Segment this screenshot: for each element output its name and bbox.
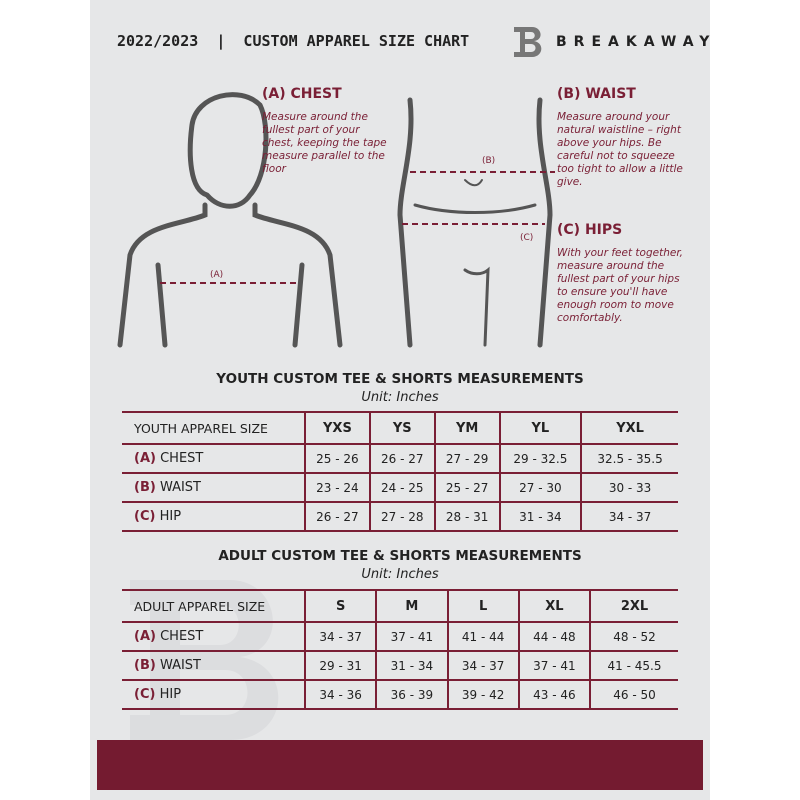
youth-unit: Unit: Inches <box>361 390 439 405</box>
adult-section-title: ADULT CUSTOM TEE & SHORTS MEASUREMENTS <box>218 548 582 564</box>
upper-body-figure <box>117 92 343 348</box>
table-cell: 30 - 33 <box>580 473 678 503</box>
table-cell: 29 - 32.5 <box>498 444 582 474</box>
table-cell: 26 - 27 <box>368 444 435 474</box>
measurement-label: (A) CHEST <box>122 622 305 652</box>
table-cell: 43 - 46 <box>517 680 590 710</box>
waist-description: Measure around your natural waistline – … <box>557 111 683 188</box>
table-cell: 25 - 26 <box>304 444 370 474</box>
measurement-label: (C) HIP <box>122 502 305 532</box>
measurement-letter: (B) <box>134 658 156 673</box>
measurement-label: (B) WAIST <box>122 473 305 503</box>
chest-marker: (A) <box>210 270 223 280</box>
table-cell: 23 - 24 <box>304 473 370 503</box>
size-header: S <box>303 590 377 623</box>
table-cell: 27 - 30 <box>498 473 582 503</box>
table-header-row: ADULT APPAREL SIZE S M L XL 2XL <box>122 590 678 623</box>
footer-bar <box>97 740 703 790</box>
measurement-name: HIP <box>159 509 182 524</box>
table-cell: 25 - 27 <box>433 473 500 503</box>
youth-size-table: YOUTH APPAREL SIZE YXS YS YM YL YXL (A) CHEST 2… <box>122 411 678 532</box>
chest-description: Measure around the fullest part of your … <box>262 111 387 175</box>
table-row: (A) CHEST 34 - 37 37 - 41 41 - 44 44 - 48 48 … <box>122 622 678 652</box>
size-header: M <box>375 590 448 623</box>
adult-size-table: ADULT APPAREL SIZE S M L XL 2XL (A) CHEST 34 - … <box>122 589 678 710</box>
table-cell: 37 - 41 <box>375 622 448 652</box>
measurement-letter: (C) <box>134 687 156 702</box>
hips-description: With your feet together, measure around … <box>557 247 684 324</box>
size-header: 2XL <box>589 590 678 623</box>
table-cell: 27 - 29 <box>433 444 500 474</box>
table-cell: 41 - 44 <box>446 622 519 652</box>
table-cell: 28 - 31 <box>433 502 500 532</box>
size-header: YL <box>498 412 582 445</box>
size-header: YM <box>433 412 500 445</box>
brand-logo-icon <box>514 27 542 57</box>
hips-marker: (C) <box>520 233 533 243</box>
table-row: (B) WAIST 23 - 24 24 - 25 25 - 27 27 - 30 30 … <box>122 473 678 503</box>
size-header: XL <box>517 590 590 623</box>
table-row: (B) WAIST 29 - 31 31 - 34 34 - 37 37 - 41 41 … <box>122 651 678 681</box>
measurement-name: CHEST <box>160 451 204 466</box>
waist-marker: (B) <box>482 156 495 166</box>
measurement-name: CHEST <box>160 629 204 644</box>
measurement-letter: (A) <box>134 451 156 466</box>
table-cell: 44 - 48 <box>517 622 590 652</box>
table-cell: 37 - 41 <box>517 651 590 681</box>
page-title: 2022/2023 | CUSTOM APPAREL SIZE CHART <box>117 32 470 50</box>
measurement-name: WAIST <box>159 480 202 495</box>
size-header: YXS <box>304 412 370 445</box>
brand-name: BREAKAWAY <box>556 34 717 50</box>
table-cell: 48 - 52 <box>589 622 678 652</box>
table-cell: 34 - 37 <box>580 502 678 532</box>
measurement-letter: (C) <box>134 509 156 524</box>
table-row: (A) CHEST 25 - 26 26 - 27 27 - 29 29 - 32.5 3… <box>122 444 678 474</box>
table-cell: 46 - 50 <box>589 680 678 710</box>
lower-body-figure <box>397 97 553 348</box>
table-cell: 26 - 27 <box>304 502 370 532</box>
table-cell: 36 - 39 <box>375 680 448 710</box>
table-cell: 29 - 31 <box>303 651 377 681</box>
table-cell: 34 - 37 <box>446 651 519 681</box>
table-row: (C) HIP 34 - 36 36 - 39 39 - 42 43 - 46 46 - … <box>122 680 678 710</box>
size-label: YOUTH APPAREL SIZE <box>122 412 305 445</box>
size-label: ADULT APPAREL SIZE <box>122 590 305 623</box>
measurement-label: (A) CHEST <box>122 444 305 474</box>
table-cell: 31 - 34 <box>498 502 582 532</box>
chest-heading: (A) CHEST <box>262 86 342 102</box>
table-cell: 24 - 25 <box>368 473 435 503</box>
hips-heading: (C) HIPS <box>557 222 623 238</box>
table-cell: 39 - 42 <box>446 680 519 710</box>
youth-section-title: YOUTH CUSTOM TEE & SHORTS MEASUREMENTS <box>216 371 584 387</box>
measurement-name: WAIST <box>159 658 202 673</box>
table-cell: 27 - 28 <box>368 502 435 532</box>
table-cell: 41 - 45.5 <box>589 651 678 681</box>
table-row: (C) HIP 26 - 27 27 - 28 28 - 31 31 - 34 34 - … <box>122 502 678 532</box>
size-header: L <box>446 590 519 623</box>
size-header: YS <box>368 412 435 445</box>
body-figures-illustration: (A) (B) (C) <box>117 92 555 348</box>
measurement-label: (B) WAIST <box>122 651 305 681</box>
waist-heading: (B) WAIST <box>557 86 636 102</box>
measurement-letter: (B) <box>134 480 156 495</box>
adult-unit: Unit: Inches <box>361 567 439 582</box>
table-header-row: YOUTH APPAREL SIZE YXS YS YM YL YXL <box>122 412 678 445</box>
measurement-label: (C) HIP <box>122 680 305 710</box>
table-cell: 34 - 37 <box>303 622 377 652</box>
table-cell: 31 - 34 <box>375 651 448 681</box>
table-cell: 32.5 - 35.5 <box>580 444 678 474</box>
measurement-name: HIP <box>159 687 182 702</box>
measurement-letter: (A) <box>134 629 156 644</box>
table-cell: 34 - 36 <box>303 680 377 710</box>
size-header: YXL <box>580 412 678 445</box>
